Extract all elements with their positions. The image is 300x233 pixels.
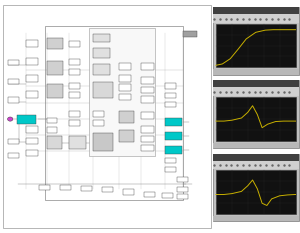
Bar	[93, 64, 110, 75]
Bar	[39, 185, 50, 190]
Bar	[165, 167, 176, 172]
Bar	[118, 94, 131, 100]
Bar	[177, 177, 188, 182]
Bar	[141, 96, 154, 103]
Bar	[123, 189, 134, 195]
Bar	[8, 139, 19, 144]
Bar	[162, 193, 173, 198]
Bar	[46, 84, 63, 98]
Bar	[8, 153, 19, 158]
Bar	[141, 145, 154, 151]
Bar	[16, 115, 36, 124]
Bar	[141, 126, 154, 133]
Bar	[93, 133, 112, 151]
Bar	[26, 126, 38, 133]
Bar	[60, 185, 71, 190]
Bar	[165, 93, 176, 98]
Bar	[118, 63, 131, 70]
Bar	[216, 97, 296, 141]
Bar	[8, 79, 19, 84]
Bar	[93, 34, 110, 42]
Bar	[46, 136, 62, 149]
Bar	[69, 83, 80, 89]
Bar	[165, 118, 181, 126]
Bar	[26, 150, 38, 156]
Bar	[118, 75, 131, 82]
Bar	[69, 69, 80, 75]
Bar	[118, 84, 131, 91]
Bar	[213, 69, 298, 75]
Bar	[45, 26, 183, 200]
Bar	[69, 136, 86, 149]
Bar	[3, 5, 211, 228]
Bar	[216, 24, 296, 68]
Bar	[118, 111, 134, 123]
Bar	[165, 158, 176, 163]
Bar	[165, 146, 181, 154]
Bar	[213, 7, 298, 14]
Bar	[93, 120, 104, 126]
Bar	[165, 132, 181, 140]
Bar	[213, 87, 298, 96]
Bar	[213, 161, 298, 169]
Bar	[69, 41, 80, 47]
Bar	[141, 136, 154, 142]
Bar	[26, 75, 38, 82]
Bar	[69, 120, 80, 126]
Bar	[69, 92, 80, 98]
Bar	[213, 14, 298, 23]
Bar	[165, 83, 176, 89]
Bar	[93, 82, 112, 98]
Bar	[46, 118, 57, 123]
Bar	[141, 77, 154, 84]
Bar	[213, 7, 298, 75]
Bar	[26, 91, 38, 98]
Bar	[216, 170, 296, 214]
Circle shape	[8, 117, 13, 121]
Bar	[46, 127, 57, 133]
Bar	[46, 61, 63, 75]
Bar	[93, 48, 110, 58]
Bar	[118, 130, 134, 142]
Bar	[141, 87, 154, 93]
Bar	[26, 40, 38, 47]
Bar	[213, 154, 298, 161]
Bar	[141, 63, 154, 70]
Bar	[213, 80, 298, 87]
Bar	[88, 28, 154, 156]
Bar	[165, 102, 176, 107]
Bar	[213, 143, 298, 148]
Bar	[213, 80, 298, 148]
Bar	[8, 97, 19, 103]
Bar	[177, 187, 188, 192]
Bar	[213, 154, 298, 221]
Bar	[8, 60, 19, 65]
Bar	[141, 112, 154, 119]
Bar	[26, 58, 38, 65]
Bar	[69, 59, 80, 65]
Bar	[213, 216, 298, 221]
Bar	[102, 187, 113, 192]
Bar	[183, 31, 196, 37]
Bar	[26, 138, 38, 144]
Bar	[177, 194, 188, 199]
Bar	[81, 186, 92, 191]
Bar	[69, 111, 80, 116]
Bar	[144, 192, 155, 197]
Bar	[46, 38, 63, 49]
Bar	[93, 111, 104, 116]
